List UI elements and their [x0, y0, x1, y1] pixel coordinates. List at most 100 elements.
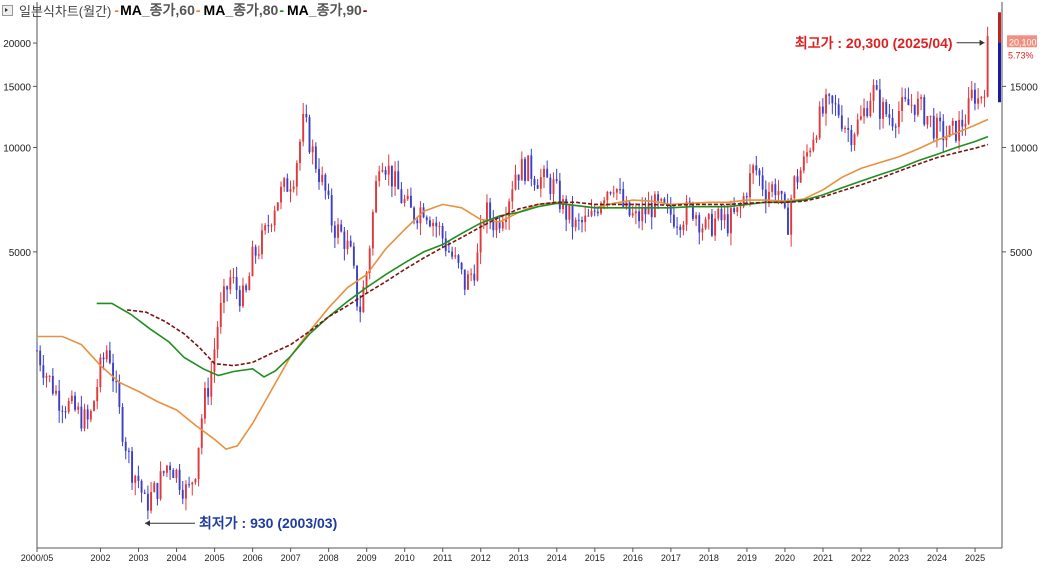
- candle-body: [815, 137, 818, 140]
- ma80-line: [96, 135, 989, 378]
- candle-body: [812, 139, 815, 151]
- candle-body: [530, 155, 533, 179]
- candle-body: [739, 206, 742, 208]
- candle-body: [679, 226, 682, 231]
- candle-body: [603, 200, 606, 204]
- candle-body: [695, 215, 698, 219]
- candle-body: [964, 123, 967, 127]
- candle-body: [48, 375, 51, 377]
- candle-body: [352, 246, 355, 266]
- candle-body: [520, 159, 523, 181]
- x-tick-label: 2006: [243, 553, 263, 563]
- candle-body: [935, 117, 938, 139]
- candle-body: [514, 174, 517, 190]
- candle-body: [631, 213, 634, 216]
- candle-body: [691, 203, 694, 219]
- chart-legend: 일본식차트(월간) -MA_종가,60- MA_종가,80- MA_종가,90-: [2, 1, 368, 19]
- candle-body: [416, 220, 419, 224]
- candle-body: [552, 179, 555, 194]
- price-bar-up: [998, 12, 1001, 43]
- candle-body: [726, 214, 729, 234]
- candle-body: [983, 96, 986, 98]
- candle-body: [780, 191, 783, 194]
- candle-body: [723, 214, 726, 221]
- candle-body: [118, 382, 121, 408]
- candle-body: [371, 212, 374, 249]
- candle-body: [36, 350, 38, 352]
- candle-body: [460, 262, 463, 270]
- candle-body: [394, 171, 397, 187]
- candle-body: [799, 170, 802, 183]
- candle-body: [153, 483, 156, 493]
- candle-body: [859, 116, 862, 120]
- candle-body: [55, 390, 57, 394]
- candle-body: [913, 104, 916, 115]
- candle-body: [793, 176, 796, 199]
- legend-ma90[interactable]: MA_종가,90-: [287, 0, 368, 20]
- candle-body: [330, 195, 333, 226]
- candle-body: [131, 451, 134, 483]
- candle-body: [387, 165, 390, 175]
- candle-body: [730, 208, 732, 234]
- legend-ma60[interactable]: -MA_종가,60-: [113, 0, 201, 20]
- current-change-label: 5.73%: [1008, 50, 1034, 60]
- candle-body: [482, 222, 485, 225]
- candle-body: [257, 254, 260, 256]
- candle-body: [438, 226, 441, 228]
- candle-body: [818, 106, 821, 138]
- candle-body: [796, 176, 799, 183]
- candle-body: [555, 179, 558, 181]
- candle-body: [245, 285, 248, 291]
- legend-ma60-end: -: [195, 2, 201, 18]
- candle-body: [270, 225, 273, 227]
- candle-body: [869, 100, 872, 117]
- ma90-line: [127, 143, 989, 367]
- candle-body: [102, 357, 105, 360]
- candle-body: [587, 215, 590, 217]
- scroll-left-icon[interactable]: [2, 4, 13, 16]
- candle-body: [546, 168, 549, 178]
- candle-body: [939, 117, 942, 122]
- candle-body: [254, 246, 257, 256]
- candle-body: [745, 196, 748, 198]
- candle-body: [926, 116, 929, 125]
- candle-body: [916, 98, 919, 115]
- candle-body: [764, 189, 767, 202]
- candle-body: [340, 224, 343, 232]
- candle-body: [771, 184, 774, 192]
- candle-body: [197, 447, 200, 480]
- legend-ma90-label: _종가,90: [308, 2, 362, 18]
- legend-ma80[interactable]: MA_종가,80-: [204, 0, 285, 20]
- legend-ma60-label: _종가,60: [141, 2, 195, 18]
- candle-body: [710, 213, 713, 236]
- candle-body: [875, 85, 878, 90]
- candle-body: [143, 492, 146, 494]
- candle-body: [809, 150, 812, 153]
- candle-body: [96, 387, 99, 402]
- candle-body: [888, 114, 891, 118]
- candle-body: [986, 36, 989, 97]
- candle-body: [825, 94, 827, 114]
- candle-body: [324, 174, 327, 191]
- candle-body: [162, 471, 165, 473]
- legend-ma60-dash: -: [114, 2, 120, 18]
- candle-body: [140, 480, 143, 493]
- candle-body: [86, 409, 89, 420]
- candle-body: [973, 89, 976, 104]
- candle-body: [61, 410, 64, 412]
- x-tick-label: 2012: [471, 553, 491, 563]
- candle-body: [302, 114, 305, 142]
- x-tick-label: 2002: [90, 553, 110, 563]
- current-price-label: 20,100: [1009, 37, 1037, 47]
- candle-body: [194, 479, 197, 483]
- candle-body: [536, 184, 539, 189]
- candle-body: [83, 409, 86, 429]
- candle-body: [701, 228, 704, 233]
- candle-body: [961, 119, 964, 127]
- legend-ma80-label: _종가,80: [225, 2, 279, 18]
- candle-body: [802, 156, 805, 171]
- candle-body: [606, 192, 609, 201]
- candle-body: [115, 381, 118, 383]
